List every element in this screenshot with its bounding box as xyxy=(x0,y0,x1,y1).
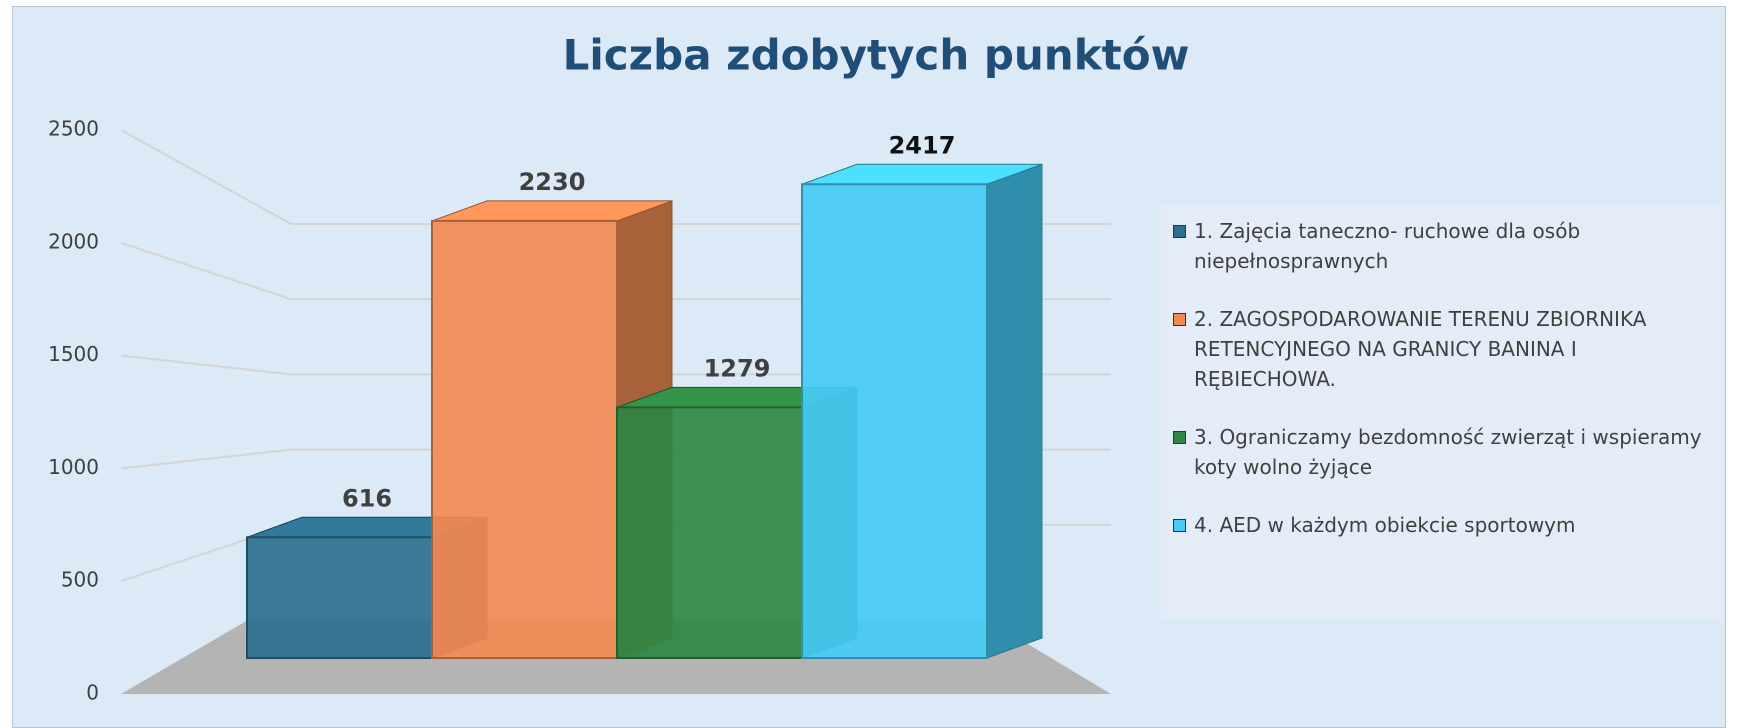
legend-swatch xyxy=(1173,313,1186,326)
legend-swatch xyxy=(1173,225,1186,238)
y-tick-label: 1500 xyxy=(48,342,99,366)
chart-area: Liczba zdobytych punktów 0 500 1000 1500 200… xyxy=(12,6,1726,728)
chart: Liczba zdobytych punktów 0 500 1000 1500 200… xyxy=(48,31,1190,705)
bar-front xyxy=(801,183,988,659)
legend-entry: 3. Ograniczamy bezdomność zwierząt i wsp… xyxy=(1173,422,1711,482)
chart-title: Liczba zdobytych punktów xyxy=(563,31,1190,80)
y-tick-label: 2000 xyxy=(48,229,99,253)
bar-front xyxy=(616,406,803,660)
data-label: 616 xyxy=(342,484,392,512)
legend-swatch xyxy=(1173,431,1186,444)
legend-swatch xyxy=(1173,519,1186,532)
y-tick-label: 500 xyxy=(61,568,99,592)
bar-front xyxy=(246,536,433,659)
legend-entry: 4. AED w każdym obiekcie sportowym xyxy=(1173,510,1711,540)
legend-label: 1. Zajęcia taneczno- ruchowe dla osób ni… xyxy=(1194,219,1581,273)
legend: 1. Zajęcia taneczno- ruchowe dla osób ni… xyxy=(1161,206,1723,618)
data-label: 2417 xyxy=(889,131,956,159)
y-tick-label: 0 xyxy=(86,681,99,705)
data-label: 2230 xyxy=(519,168,586,196)
legend-entry: 2. ZAGOSPODAROWANIE TERENU ZBIORNIKA RET… xyxy=(1173,304,1711,394)
legend-label: 3. Ograniczamy bezdomność zwierząt i wsp… xyxy=(1194,425,1702,479)
legend-entry: 1. Zajęcia taneczno- ruchowe dla osób ni… xyxy=(1173,216,1711,276)
y-tick-label: 2500 xyxy=(48,117,99,141)
legend-label: 4. AED w każdym obiekcie sportowym xyxy=(1194,513,1576,537)
data-label: 1279 xyxy=(704,354,771,382)
bar-front xyxy=(431,219,618,659)
bar-side xyxy=(986,163,1043,659)
bar xyxy=(801,163,1043,659)
legend-label: 2. ZAGOSPODAROWANIE TERENU ZBIORNIKA RET… xyxy=(1194,307,1647,391)
y-tick-label: 1000 xyxy=(48,455,99,479)
